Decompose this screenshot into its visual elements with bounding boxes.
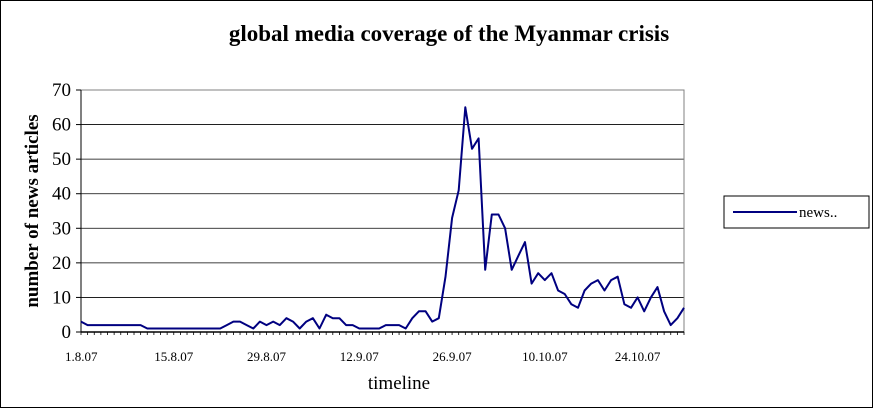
x-tick-label: 26.9.07 — [433, 349, 473, 364]
y-tick-label: 40 — [52, 184, 71, 205]
y-tick-label: 70 — [52, 80, 71, 101]
x-axis-title: timeline — [368, 373, 430, 394]
y-tick-label: 60 — [52, 115, 71, 136]
y-tick-label: 0 — [62, 322, 72, 343]
x-tick-label: 24.10.07 — [615, 349, 661, 364]
legend: news.. — [723, 195, 870, 229]
x-axis: 1.8.07 15.8.07 29.8.07 12.9.07 26.9.07 10.10.… — [65, 331, 685, 364]
x-tick-label: 1.8.07 — [65, 349, 98, 364]
y-tick-label: 20 — [52, 253, 71, 274]
y-tick-label: 30 — [52, 218, 71, 239]
series-line-news — [80, 106, 685, 330]
legend-entry-news: news.. — [799, 205, 837, 221]
plot-area — [80, 89, 685, 333]
x-tick-label: 12.9.07 — [340, 349, 380, 364]
x-tick-label: 10.10.07 — [522, 349, 568, 364]
y-tick-label: 50 — [52, 149, 71, 170]
y-axis-title: number of news articles — [22, 114, 43, 307]
series-layer — [80, 106, 685, 330]
y-axis: 0 10 20 30 40 50 60 70 — [52, 80, 82, 343]
y-tick-label: 10 — [52, 287, 71, 308]
x-tick-label: 15.8.07 — [154, 349, 194, 364]
x-tick-label: 29.8.07 — [247, 349, 287, 364]
chart-title: global media coverage of the Myanmar cri… — [229, 21, 669, 46]
gridlines — [81, 89, 684, 298]
